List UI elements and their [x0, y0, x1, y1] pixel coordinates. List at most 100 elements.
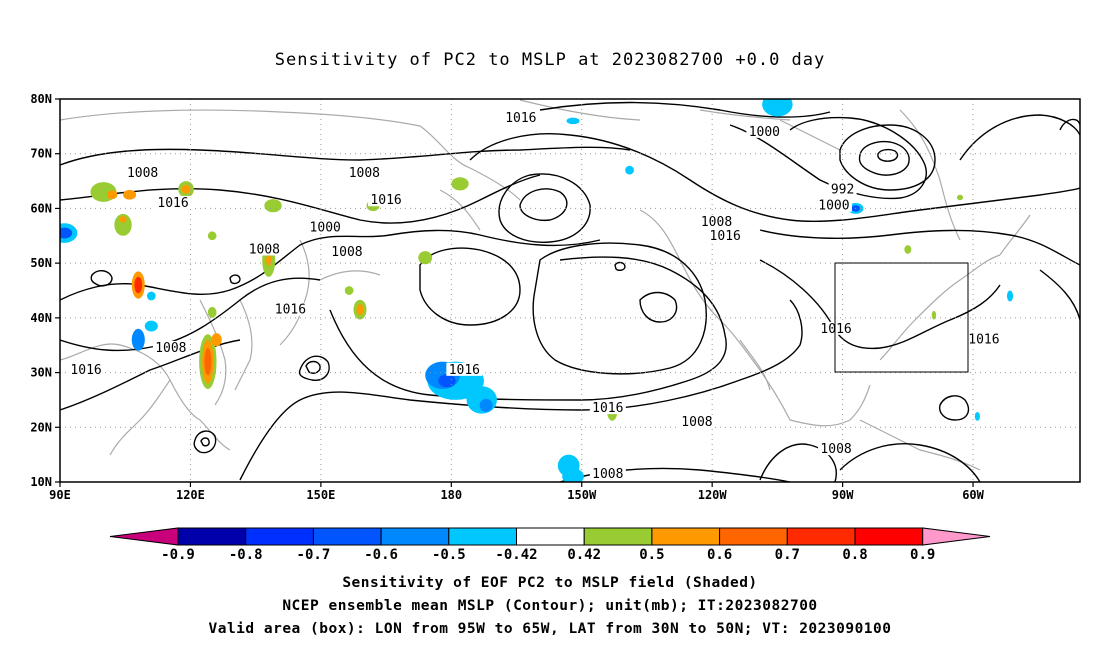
colorbar-label: -0.9: [161, 547, 195, 563]
colorbar-segment: [312, 527, 382, 546]
lat-tick-label: 10N: [30, 475, 52, 489]
contour-label: 1016: [157, 196, 188, 211]
colorbar-label: -0.8: [229, 547, 263, 563]
lat-tick-label: 40N: [30, 311, 52, 325]
colorbar-label: 0.6: [707, 547, 732, 563]
contour-label: 1008: [820, 442, 851, 457]
colorbar-label: -0.6: [364, 547, 398, 563]
shaded-region: [211, 333, 222, 347]
coastlines: [60, 99, 1031, 471]
shaded-region: [131, 328, 145, 351]
colorbar-segment: [651, 527, 721, 546]
lon-tick-label: 120E: [176, 488, 205, 502]
contour-label: 1016: [710, 229, 741, 244]
shaded-region: [119, 216, 127, 223]
contour-label: 1008: [592, 467, 623, 482]
colorbar-label: -0.42: [495, 547, 537, 563]
contour-label-bg: [307, 220, 344, 234]
contour-label: 1008: [681, 415, 712, 430]
colorbar-label: -0.7: [297, 547, 331, 563]
lat-tick-label: 80N: [30, 92, 52, 106]
contour-label-bg: [246, 242, 283, 256]
shaded-region: [562, 468, 584, 482]
colorbar-label: 0.5: [639, 547, 664, 563]
lon-tick-label: 60W: [962, 488, 984, 502]
colorbar-segment: [786, 527, 856, 546]
shaded-region: [144, 320, 158, 332]
contour-label-bg: [346, 165, 383, 179]
contour-label: 992: [831, 182, 854, 197]
contour-label-bg: [328, 245, 365, 259]
lon-tick-label: 120W: [698, 488, 728, 502]
shaded-region: [207, 306, 217, 318]
caption-line-3: Valid area (box): LON from 95W to 65W, L…: [208, 621, 892, 637]
shaded-region: [931, 310, 937, 320]
shaded-region: [207, 231, 217, 241]
contour-label-bg: [818, 442, 855, 456]
colorbar-segment: [854, 527, 924, 546]
shaded-region: [566, 117, 580, 125]
lon-tick-label: 90E: [49, 488, 71, 502]
shaded-region: [264, 199, 282, 213]
shaded-region: [344, 286, 354, 295]
contour-label: 1016: [449, 363, 480, 378]
shaded-region: [625, 165, 634, 175]
colorbar-segment: [380, 527, 450, 546]
shaded-region: [60, 227, 73, 239]
contour-label: 1008: [249, 242, 280, 257]
contour-label-bg: [828, 182, 857, 196]
colorbar-min-arrow: [109, 527, 179, 546]
lon-tick-label: 150W: [567, 488, 597, 502]
colorbar-label: 0.9: [910, 547, 935, 563]
contour-label: 1008: [127, 166, 158, 181]
contour-label-bg: [965, 332, 1002, 346]
contour-label-bg: [152, 340, 189, 354]
shaded-region: [451, 177, 469, 191]
contour-label-bg: [502, 111, 539, 125]
contour-label: 1016: [820, 322, 851, 337]
lat-tick-label: 70N: [30, 147, 52, 161]
graticule: [60, 99, 1080, 482]
contour-label: 1008: [155, 341, 186, 356]
contour-label: 1016: [592, 401, 623, 416]
contour-label: 1000: [818, 199, 849, 214]
contour-label: 1016: [370, 193, 401, 208]
shaded-region: [204, 347, 212, 376]
shaded-region: [418, 251, 433, 265]
contour-label-bg: [707, 228, 744, 242]
contour-label-bg: [272, 302, 309, 316]
shaded-region: [356, 304, 364, 316]
contour-label-bg: [124, 165, 161, 179]
colorbar-max-arrow: [922, 527, 991, 546]
shaded-region: [956, 194, 964, 201]
colorbar-segment: [583, 527, 653, 546]
colorbar-segment: [516, 527, 585, 546]
contour-label: 1016: [275, 303, 306, 318]
caption-line-2: NCEP ensemble mean MSLP (Contour); unit(…: [282, 598, 818, 614]
contour-label-bg: [446, 362, 483, 376]
lon-tick-label: 90W: [832, 488, 854, 502]
shaded-region: [181, 184, 191, 194]
colorbar-label: -0.5: [432, 547, 466, 563]
figure-title: Sensitivity of PC2 to MSLP at 2023082700…: [274, 50, 826, 70]
contour-label: 1016: [70, 363, 101, 378]
contour-label-bg: [155, 195, 192, 209]
colorbar: -0.9 -0.8 -0.7 -0.6 -0.5 -0.42 0.42 0.5 0.6 0.7 0.…: [109, 527, 991, 563]
colorbar-segment: [245, 527, 314, 546]
shaded-region: [114, 213, 132, 236]
caption-line-1: Sensitivity of EOF PC2 to MSLP field (Sh…: [342, 575, 758, 591]
contour-label: 1016: [505, 111, 536, 126]
shaded-region: [123, 189, 137, 200]
contour-label: 1016: [968, 333, 999, 348]
contour-label-bg: [68, 362, 105, 376]
shaded-region: [266, 254, 272, 266]
contour-label: 1008: [331, 245, 362, 260]
sensitivity-shading: [60, 99, 1014, 482]
isobars: [60, 101, 1080, 482]
shaded-region: [146, 291, 156, 301]
shaded-region: [479, 398, 493, 412]
contour-label: 1000: [310, 221, 341, 236]
colorbar-label: 0.8: [842, 547, 867, 563]
